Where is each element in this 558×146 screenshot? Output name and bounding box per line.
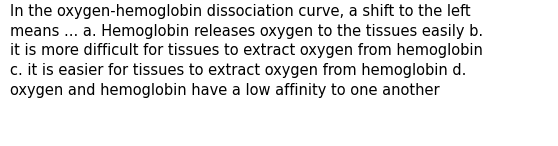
- Text: In the oxygen-hemoglobin dissociation curve, a shift to the left
means ... a. He: In the oxygen-hemoglobin dissociation cu…: [10, 4, 483, 98]
